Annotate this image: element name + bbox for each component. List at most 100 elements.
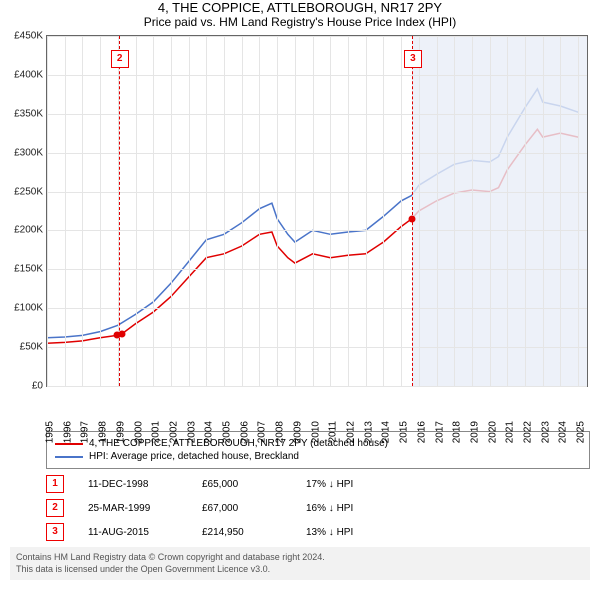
sale-point: [118, 330, 125, 337]
x-axis-label: 2008: [275, 421, 286, 443]
x-axis-label: 1998: [98, 421, 109, 443]
x-axis-label: 1997: [80, 421, 91, 443]
x-gridline: [383, 36, 384, 386]
x-axis-label: 2011: [328, 421, 339, 443]
x-gridline: [100, 36, 101, 386]
x-gridline: [454, 36, 455, 386]
marker-box: 3: [404, 50, 422, 68]
chart-title: 4, THE COPPICE, ATTLEBOROUGH, NR17 2PY: [0, 0, 600, 15]
x-gridline: [401, 36, 402, 386]
x-axis-label: 2003: [186, 421, 197, 443]
x-axis-label: 2012: [345, 421, 356, 443]
transaction-date: 11-AUG-2015: [88, 527, 178, 538]
x-gridline: [525, 36, 526, 386]
y-axis-label: £350K: [3, 108, 43, 119]
y-gridline: [47, 75, 587, 76]
attribution-line: This data is licensed under the Open Gov…: [16, 564, 584, 576]
x-axis-label: 2017: [434, 421, 445, 443]
x-gridline: [419, 36, 420, 386]
x-axis-label: 2000: [133, 421, 144, 443]
transaction-price: £67,000: [202, 503, 282, 514]
x-axis-label: 2009: [292, 421, 303, 443]
chart-subtitle: Price paid vs. HM Land Registry's House …: [0, 15, 600, 29]
transaction-diff: 13% ↓ HPI: [306, 527, 353, 538]
x-gridline: [472, 36, 473, 386]
x-axis-labels: 1995199619971998199920002001200220032004…: [46, 387, 588, 423]
y-axis-label: £0: [3, 381, 43, 392]
y-axis-label: £50K: [3, 342, 43, 353]
y-axis-label: £450K: [3, 31, 43, 42]
x-axis-label: 2004: [204, 421, 215, 443]
transaction-price: £214,950: [202, 527, 282, 538]
x-gridline: [224, 36, 225, 386]
x-axis-label: 2001: [151, 421, 162, 443]
x-gridline: [189, 36, 190, 386]
x-axis-label: 2002: [168, 421, 179, 443]
legend-row: HPI: Average price, detached house, Brec…: [55, 451, 581, 462]
y-axis-label: £150K: [3, 264, 43, 275]
y-gridline: [47, 36, 587, 37]
x-gridline: [295, 36, 296, 386]
x-axis-label: 2015: [399, 421, 410, 443]
x-gridline: [206, 36, 207, 386]
attribution: Contains HM Land Registry data © Crown c…: [10, 547, 590, 580]
y-axis-label: £400K: [3, 69, 43, 80]
x-axis-label: 2007: [257, 421, 268, 443]
x-gridline: [490, 36, 491, 386]
x-axis-label: 2010: [310, 421, 321, 443]
x-axis-label: 2005: [222, 421, 233, 443]
x-axis-label: 2014: [381, 421, 392, 443]
x-axis-label: 2025: [576, 421, 587, 443]
transaction-price: £65,000: [202, 479, 282, 490]
x-axis-label: 1996: [62, 421, 73, 443]
y-gridline: [47, 192, 587, 193]
transaction-row: 3 11-AUG-2015 £214,950 13% ↓ HPI: [46, 523, 590, 541]
transaction-table: 1 11-DEC-1998 £65,000 17% ↓ HPI 2 25-MAR-1999…: [46, 475, 590, 541]
sale-point: [408, 215, 415, 222]
chart-container: 4, THE COPPICE, ATTLEBOROUGH, NR17 2PY P…: [0, 0, 600, 590]
x-axis-label: 2024: [558, 421, 569, 443]
transaction-marker: 1: [46, 475, 64, 493]
x-axis-label: 2022: [523, 421, 534, 443]
x-gridline: [330, 36, 331, 386]
x-gridline: [47, 36, 48, 386]
x-axis-label: 2006: [239, 421, 250, 443]
legend-label: HPI: Average price, detached house, Brec…: [89, 451, 299, 462]
x-axis-label: 2020: [487, 421, 498, 443]
transaction-date: 25-MAR-1999: [88, 503, 178, 514]
y-gridline: [47, 153, 587, 154]
x-gridline: [313, 36, 314, 386]
transaction-row: 2 25-MAR-1999 £67,000 16% ↓ HPI: [46, 499, 590, 517]
x-gridline: [543, 36, 544, 386]
x-gridline: [277, 36, 278, 386]
y-gridline: [47, 347, 587, 348]
transaction-date: 11-DEC-1998: [88, 479, 178, 490]
transaction-diff: 17% ↓ HPI: [306, 479, 353, 490]
x-gridline: [65, 36, 66, 386]
x-axis-label: 1999: [115, 421, 126, 443]
x-axis-label: 2023: [540, 421, 551, 443]
x-gridline: [171, 36, 172, 386]
x-gridline: [437, 36, 438, 386]
transaction-row: 1 11-DEC-1998 £65,000 17% ↓ HPI: [46, 475, 590, 493]
transaction-marker: 3: [46, 523, 64, 541]
x-axis-label: 2019: [469, 421, 480, 443]
x-gridline: [578, 36, 579, 386]
x-gridline: [153, 36, 154, 386]
transaction-marker: 2: [46, 499, 64, 517]
x-axis-label: 2021: [505, 421, 516, 443]
legend-swatch: [55, 456, 83, 458]
attribution-line: Contains HM Land Registry data © Crown c…: [16, 552, 584, 564]
x-gridline: [507, 36, 508, 386]
x-gridline: [560, 36, 561, 386]
x-axis-label: 2016: [416, 421, 427, 443]
x-gridline: [82, 36, 83, 386]
y-axis-label: £200K: [3, 225, 43, 236]
y-gridline: [47, 308, 587, 309]
x-axis-label: 2013: [363, 421, 374, 443]
marker-box: 2: [111, 50, 129, 68]
x-axis-label: 1995: [45, 421, 56, 443]
transaction-diff: 16% ↓ HPI: [306, 503, 353, 514]
y-gridline: [47, 269, 587, 270]
x-gridline: [259, 36, 260, 386]
